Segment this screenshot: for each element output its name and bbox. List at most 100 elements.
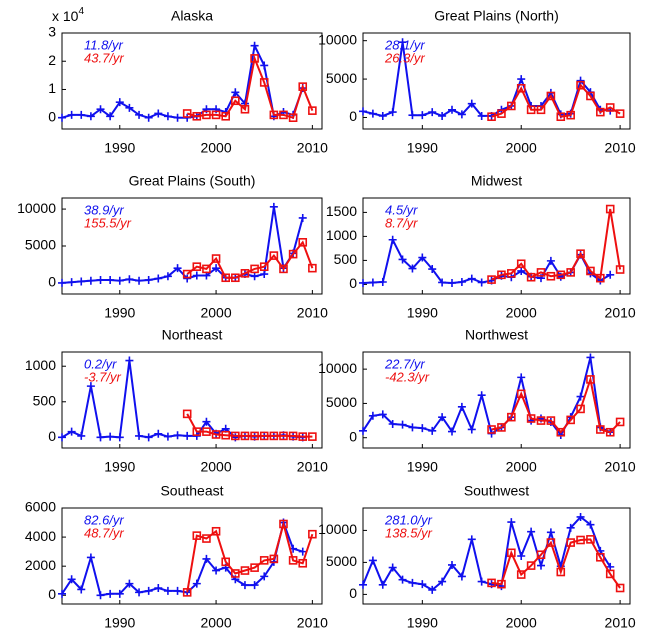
y-scale-label: x 104	[52, 6, 84, 24]
marker-plus	[418, 253, 427, 262]
marker-square	[487, 425, 496, 434]
marker-plus	[359, 426, 367, 435]
marker-plus	[359, 278, 367, 287]
x-tick-label: 1990	[104, 140, 135, 156]
series-line	[186, 240, 314, 279]
rate-annotation: 38.9/yr	[84, 202, 124, 217]
marker-square	[250, 264, 259, 274]
marker-plus	[388, 235, 397, 244]
panel-title: Southwest	[464, 483, 529, 499]
marker-plus	[106, 432, 115, 441]
marker-plus	[115, 433, 124, 442]
marker-plus	[546, 256, 555, 265]
y-tick-label: 0	[349, 428, 357, 444]
y-tick-label: 0	[349, 585, 357, 601]
marker-square	[279, 519, 288, 529]
marker-square	[221, 557, 231, 567]
marker-plus	[368, 109, 377, 118]
marker-plus	[378, 278, 387, 286]
y-tick-label: 1000	[326, 227, 357, 243]
y-tick-label: 10000	[318, 31, 357, 47]
marker-square	[576, 404, 585, 414]
marker-square	[259, 431, 269, 441]
panel-title: Northwest	[465, 327, 528, 343]
marker-plus	[477, 111, 486, 120]
marker-plus	[125, 103, 134, 112]
x-tick-label: 2010	[297, 615, 328, 631]
panel-title: Great Plains (North)	[434, 8, 558, 24]
marker-plus	[378, 410, 387, 419]
series-line	[491, 208, 622, 281]
marker-plus	[163, 272, 172, 281]
marker-plus	[67, 575, 76, 584]
marker-plus	[202, 417, 211, 426]
marker-plus	[106, 275, 115, 284]
marker-plus	[154, 274, 163, 283]
marker-square	[211, 254, 221, 263]
marker-square	[536, 105, 546, 115]
x-tick-label: 2010	[297, 459, 328, 475]
marker-plus	[240, 581, 249, 590]
y-scale-base: x 10	[52, 8, 79, 24]
marker-plus	[67, 278, 76, 287]
marker-square	[231, 273, 240, 283]
rate-annotation: 48.7/yr	[84, 525, 124, 540]
marker-plus	[537, 561, 545, 570]
rate-annotation: 28.1/yr	[384, 37, 425, 52]
panel: Southeast 0 2000 4000 6000 1990 2000 2010 82.6/y…	[25, 483, 328, 631]
marker-square	[288, 431, 298, 441]
marker-square	[556, 270, 566, 280]
marker-square	[546, 538, 556, 547]
axes-box	[362, 32, 631, 130]
marker-plus	[173, 113, 182, 122]
marker-plus	[586, 520, 595, 529]
marker-plus	[418, 111, 427, 120]
marker-square	[182, 409, 192, 419]
marker-plus	[135, 431, 144, 440]
marker-plus	[388, 563, 397, 572]
marker-square	[288, 556, 298, 565]
marker-plus	[467, 274, 476, 283]
panel: Northwest 0 5000 10000 1990 2000 2010 22.7/yr-4…	[318, 327, 636, 475]
marker-square	[497, 109, 506, 118]
x-tick-label: 2010	[605, 305, 636, 321]
marker-plus	[192, 579, 201, 588]
marker-square	[240, 566, 250, 575]
marker-plus	[438, 278, 447, 287]
marker-plus	[115, 276, 124, 285]
marker-square	[240, 104, 250, 114]
marker-square	[308, 432, 317, 441]
marker-plus	[67, 427, 76, 436]
marker-square	[596, 107, 605, 117]
y-tick-label: 2	[48, 52, 56, 68]
y-tick-label: 500	[33, 392, 57, 408]
marker-plus	[457, 572, 466, 581]
x-tick-label: 1990	[104, 305, 135, 321]
marker-square	[566, 538, 575, 547]
marker-square	[211, 526, 221, 536]
rate-annotation: 11.8/yr	[84, 37, 123, 52]
marker-square	[596, 552, 605, 562]
marker-square	[279, 431, 288, 441]
marker-plus	[546, 528, 555, 537]
marker-square	[605, 569, 615, 579]
marker-plus	[144, 113, 153, 122]
marker-plus	[125, 579, 134, 588]
marker-plus	[125, 275, 134, 284]
marker-square	[487, 578, 496, 588]
rate-annotation: 26.3/yr	[384, 50, 425, 65]
marker-plus	[388, 108, 397, 117]
marker-plus	[359, 580, 367, 589]
marker-plus	[106, 112, 115, 121]
marker-square	[586, 91, 595, 101]
marker-square	[615, 109, 625, 118]
marker-square	[308, 529, 317, 539]
x-tick-label: 2010	[605, 140, 636, 156]
marker-plus	[418, 580, 427, 589]
y-tick-label: 1500	[326, 203, 357, 219]
marker-square	[259, 262, 269, 271]
panel: Great Plains (South) 0 5000 10000 1990 2000 20…	[17, 173, 328, 321]
marker-plus	[173, 431, 182, 440]
marker-plus	[507, 518, 516, 527]
marker-square	[298, 558, 308, 568]
